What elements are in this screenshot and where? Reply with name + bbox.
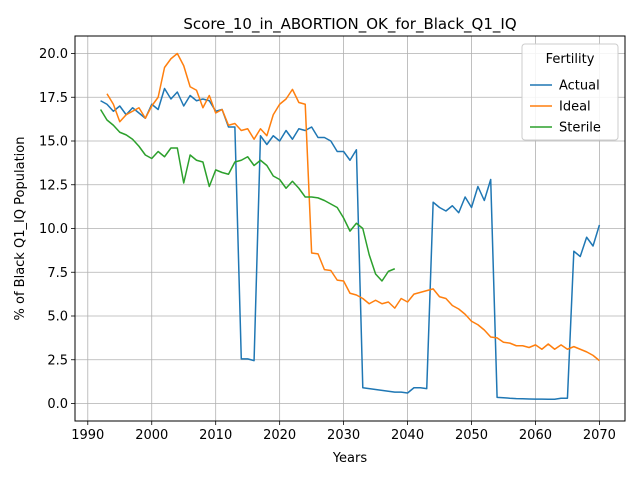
x-tick-label: 2030 <box>327 428 360 443</box>
y-tick-label: 5.0 <box>47 310 68 325</box>
y-tick-label: 15.0 <box>39 135 68 150</box>
chart-title: Score_10_in_ABORTION_OK_for_Black_Q1_IQ <box>183 15 516 34</box>
x-tick-label: 2050 <box>455 428 488 443</box>
y-axis-label: % of Black Q1_IQ Population <box>13 137 28 321</box>
y-tick-label: 7.5 <box>47 266 68 281</box>
y-tick-label: 10.0 <box>39 222 68 237</box>
y-tick-label: 20.0 <box>39 47 68 62</box>
x-tick-label: 2020 <box>263 428 296 443</box>
x-tick-label: 2060 <box>519 428 552 443</box>
legend: Fertility Actual Ideal Sterile <box>521 43 619 141</box>
series-line-actual <box>100 87 601 401</box>
series-layer <box>99 52 601 401</box>
legend-label-actual: Actual <box>559 79 600 94</box>
x-axis: 1990 2000 2010 2020 2030 2040 2050 2060 2070 <box>71 421 616 443</box>
y-tick-label: 17.5 <box>39 91 68 106</box>
x-tick-label: 2070 <box>583 428 616 443</box>
x-tick-label: 2000 <box>135 428 168 443</box>
y-axis: 0.0 2.5 5.0 7.5 10.0 12.5 15.0 17.5 20.0 <box>39 47 75 412</box>
x-axis-label: Years <box>332 451 368 466</box>
x-tick-label: 2010 <box>199 428 232 443</box>
x-tick-label: 2040 <box>391 428 424 443</box>
y-tick-label: 0.0 <box>47 397 68 412</box>
legend-label-ideal: Ideal <box>559 100 591 115</box>
y-tick-label: 2.5 <box>47 353 68 368</box>
y-tick-label: 12.5 <box>39 178 68 193</box>
series-line-sterile <box>99 109 396 282</box>
legend-label-sterile: Sterile <box>559 121 601 136</box>
x-tick-label: 1990 <box>71 428 104 443</box>
series-line-ideal <box>106 52 600 362</box>
legend-title: Fertility <box>546 52 595 67</box>
legend-box <box>521 43 619 141</box>
